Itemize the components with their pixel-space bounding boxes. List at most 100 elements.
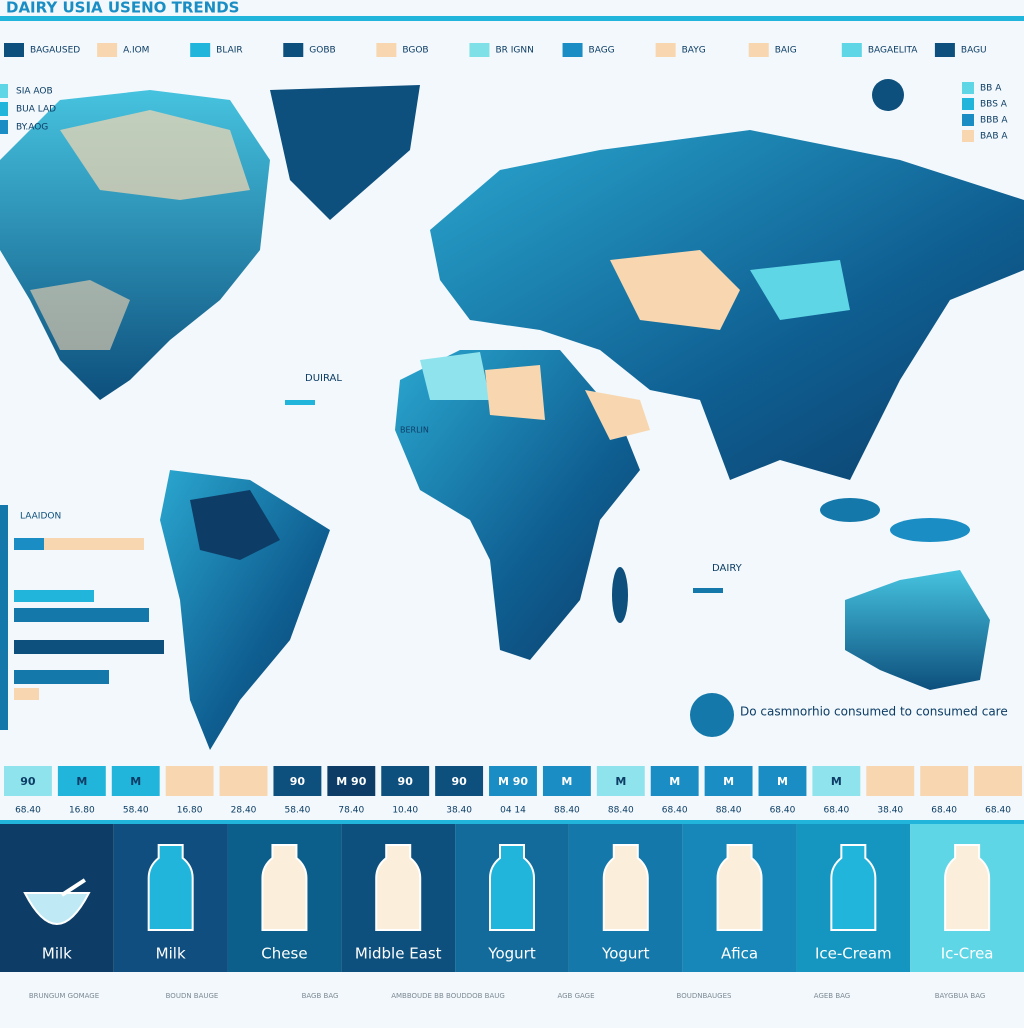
panel-label: Ice-Cream bbox=[815, 945, 892, 963]
legend-label: BR IGNN bbox=[495, 46, 533, 56]
tile-label: 78.40 bbox=[338, 806, 364, 816]
tile bbox=[57, 766, 106, 796]
tile-value: M bbox=[723, 775, 734, 788]
legend-swatch bbox=[376, 43, 397, 57]
tile bbox=[704, 766, 753, 796]
map-icon bbox=[872, 79, 904, 111]
mongolia bbox=[750, 260, 850, 320]
madagascar bbox=[612, 567, 628, 623]
tile-label: 88.40 bbox=[716, 806, 742, 816]
bar-panel-title: LAAIDON bbox=[20, 512, 61, 522]
tile-label: 68.40 bbox=[15, 806, 41, 816]
legend-swatch bbox=[190, 43, 211, 57]
north-africa-2 bbox=[485, 365, 545, 420]
tile-label: 58.40 bbox=[123, 806, 149, 816]
tile bbox=[920, 766, 969, 796]
key-label: BAB A bbox=[980, 132, 1008, 142]
tile bbox=[758, 766, 807, 796]
map-label-bar bbox=[285, 400, 315, 405]
panel-label: Milk bbox=[156, 945, 186, 963]
bottle-icon bbox=[147, 844, 194, 931]
map bbox=[0, 79, 1024, 750]
legend-swatch bbox=[469, 43, 490, 57]
legend-label: BAYG bbox=[682, 46, 706, 56]
arabia bbox=[585, 390, 650, 440]
tile-value: M bbox=[76, 775, 87, 788]
panel-label: Midble East bbox=[355, 945, 442, 963]
panel-label: Ic-Crea bbox=[941, 945, 994, 963]
key-label: BBB A bbox=[980, 116, 1008, 126]
tile-value: 90 bbox=[20, 775, 36, 788]
tile-label: 58.40 bbox=[285, 806, 311, 816]
panel-label: Yogurt bbox=[487, 945, 536, 963]
panel-label: Yogurt bbox=[601, 945, 650, 963]
footer-text: AMBBOUDE BB BOUDDOB BAUG bbox=[391, 992, 505, 1000]
legend-swatch bbox=[655, 43, 676, 57]
note: Do casmnorhio consumed to consumed care bbox=[740, 705, 1008, 719]
tile-label: 10.40 bbox=[392, 806, 418, 816]
map-label-bar bbox=[693, 588, 723, 593]
africa bbox=[395, 350, 640, 660]
tile bbox=[381, 766, 430, 796]
central-asia bbox=[610, 250, 740, 330]
canada-region bbox=[60, 110, 250, 200]
footer-text: BRUNGUM GOMAGE bbox=[29, 992, 99, 1000]
tile-label: 38.40 bbox=[446, 806, 472, 816]
footer-text: AGEB BAG bbox=[814, 992, 850, 1000]
greenland bbox=[270, 85, 420, 220]
tile-value: 90 bbox=[451, 775, 467, 788]
tile bbox=[165, 766, 214, 796]
key-swatch bbox=[962, 82, 974, 94]
bottle-icon bbox=[602, 844, 649, 931]
legend-label: BLAIR bbox=[216, 46, 242, 56]
bar-panel bbox=[0, 505, 164, 730]
bottle-icon bbox=[716, 844, 763, 931]
tile-value: M bbox=[561, 775, 572, 788]
key-swatch bbox=[0, 120, 8, 134]
tile bbox=[4, 766, 52, 796]
legend-label: A.IOM bbox=[123, 46, 149, 56]
tile-value: M bbox=[615, 775, 626, 788]
tile-label: 38.40 bbox=[877, 806, 903, 816]
map-label: DAIRY bbox=[712, 563, 743, 574]
tile-label: 88.40 bbox=[554, 806, 580, 816]
tile bbox=[866, 766, 915, 796]
tile bbox=[812, 766, 861, 796]
footer-text: BAGB BAG bbox=[302, 992, 339, 1000]
title: DAIRY USIA USENO TRENDS bbox=[6, 0, 239, 17]
panel-rule bbox=[0, 820, 1024, 824]
legend-swatch bbox=[934, 43, 955, 57]
bowl-icon bbox=[23, 892, 91, 925]
legend-label: BAIG bbox=[775, 46, 797, 56]
tile-value: 90 bbox=[290, 775, 306, 788]
tile bbox=[273, 766, 322, 796]
footer-text: BOUDN BAUGE bbox=[166, 992, 219, 1000]
island bbox=[820, 498, 880, 522]
tile-label: 16.80 bbox=[69, 806, 95, 816]
tile-label: 68.40 bbox=[985, 806, 1011, 816]
tile-label: 68.40 bbox=[823, 806, 849, 816]
brazil bbox=[190, 490, 280, 560]
legend-label: BGOB bbox=[402, 46, 428, 56]
bottle-icon bbox=[489, 844, 535, 931]
footer-text: BAYGBUA BAG bbox=[935, 992, 986, 1000]
tile-value: 90 bbox=[398, 775, 414, 788]
title-rule bbox=[0, 16, 1024, 21]
tile-label: 04 14 bbox=[500, 806, 526, 816]
key-swatch bbox=[962, 98, 974, 110]
us-region bbox=[30, 280, 130, 350]
legend-label: GOBB bbox=[309, 46, 335, 56]
key-swatch bbox=[962, 114, 974, 126]
key-label: BY.AOG bbox=[16, 123, 48, 133]
map-label: BERLIN bbox=[400, 426, 429, 435]
key-label: BBS A bbox=[980, 100, 1008, 110]
legend-label: BAGAUSED bbox=[30, 46, 80, 56]
tile-label: 88.40 bbox=[608, 806, 634, 816]
panel-label: Chese bbox=[261, 945, 307, 963]
tile-value: M 90 bbox=[336, 775, 366, 788]
tile bbox=[542, 766, 591, 796]
footer-text: AGB GAGE bbox=[557, 992, 594, 1000]
tile bbox=[489, 766, 537, 796]
tile-value: M bbox=[777, 775, 788, 788]
key-swatch bbox=[0, 84, 8, 98]
